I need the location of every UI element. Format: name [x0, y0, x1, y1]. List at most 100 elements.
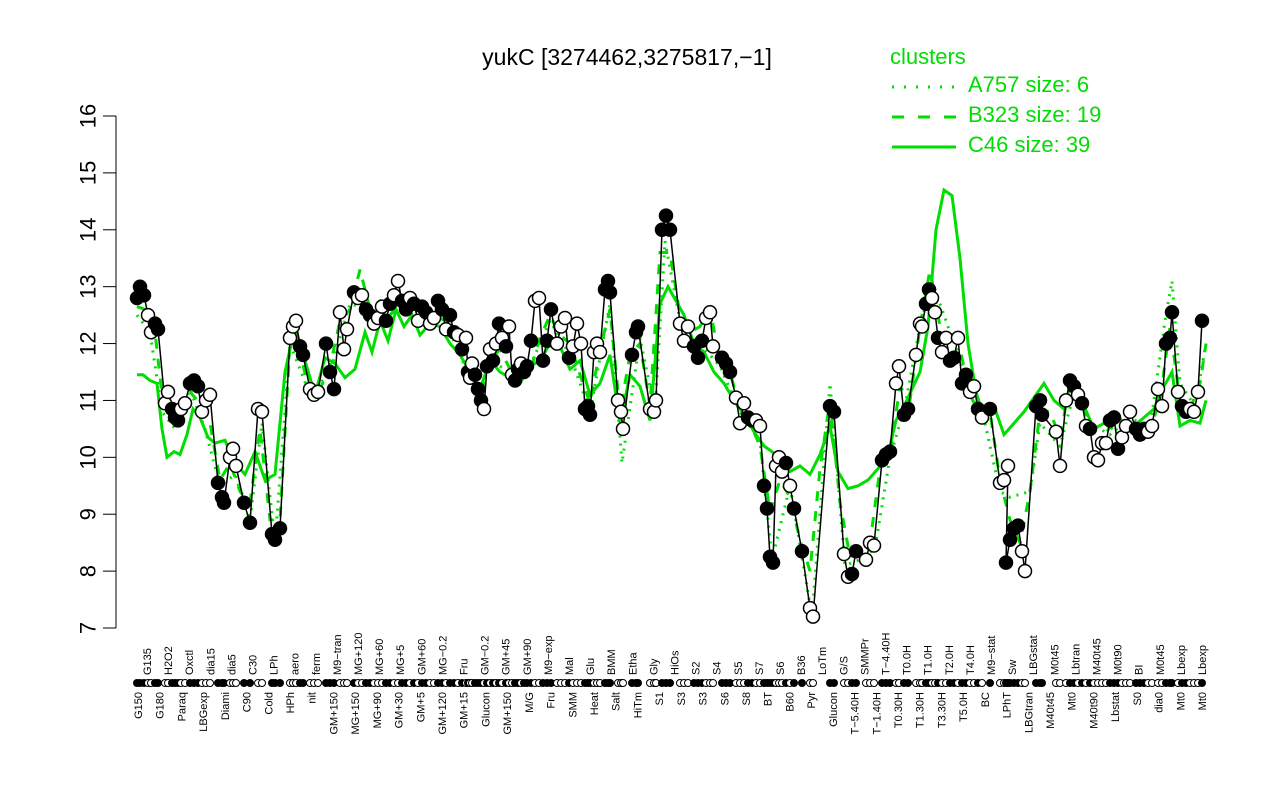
- data-point: [476, 401, 492, 417]
- axis-marker: [986, 679, 994, 687]
- data-point: [844, 566, 860, 582]
- x-tick-label: BMM: [606, 649, 618, 675]
- data-point: [924, 290, 940, 306]
- data-point: [1082, 421, 1098, 437]
- x-tick-label: Fru: [546, 692, 558, 709]
- data-point: [1194, 313, 1210, 329]
- x-tick-label: M0t90: [1113, 644, 1125, 675]
- x-tick-label: GM+30: [394, 692, 406, 728]
- solid-line-icon: [892, 145, 956, 149]
- x-tick-label: MG+5: [395, 645, 407, 675]
- x-tick-label: Fru: [459, 659, 471, 676]
- data-point: [938, 330, 954, 346]
- x-tick-label: Mt0: [1067, 692, 1079, 710]
- legend: clusters A757 size: 6 B323 size: 19 C46 …: [890, 44, 1101, 160]
- data-point: [288, 313, 304, 329]
- x-tick-label: HiTm: [632, 692, 644, 718]
- x-tick-label: Paraq: [176, 692, 188, 721]
- x-tick-label: GM+15: [459, 692, 471, 728]
- data-point: [1017, 563, 1033, 579]
- x-axis-labels: G135 H2O2 Oxctl dia15 dia5 C30 LPh aero ferm M9−t…: [133, 632, 1209, 735]
- data-point: [519, 359, 535, 374]
- x-tick-label: GM+150: [328, 692, 340, 735]
- data-point: [888, 376, 904, 391]
- legend-entry-c46: C46 size: 39: [890, 130, 1090, 160]
- x-tick-label: M9−tran: [332, 634, 344, 675]
- y-tick-label: 10: [76, 445, 101, 469]
- data-point: [1144, 418, 1160, 434]
- legend-entry-b323: B323 size: 19: [890, 100, 1101, 130]
- x-tick-label: Etha: [627, 651, 639, 675]
- x-tick-label: dia15: [205, 648, 217, 675]
- data-point: [786, 501, 802, 516]
- data-point: [295, 347, 311, 363]
- data-point: [390, 273, 406, 289]
- x-tick-label: T1.30H: [915, 692, 927, 728]
- data-point: [467, 367, 483, 383]
- data-point: [891, 359, 907, 374]
- data-point: [765, 555, 781, 570]
- x-tick-label: S4: [712, 662, 724, 675]
- data-point: [1074, 396, 1090, 411]
- data-point: [523, 333, 539, 348]
- data-points: [129, 208, 1210, 624]
- data-point: [498, 339, 514, 354]
- x-tick-label: S0: [1132, 692, 1144, 705]
- x-tick-label: GM+90: [522, 639, 534, 675]
- x-tick-label: Mt0: [1197, 692, 1209, 710]
- x-tick-label: H2O2: [163, 646, 175, 675]
- data-point: [272, 521, 288, 536]
- data-point: [658, 208, 674, 223]
- y-tick-label: 7: [76, 622, 101, 634]
- data-point: [982, 401, 998, 417]
- data-point: [1048, 424, 1064, 439]
- data-point: [1058, 393, 1074, 408]
- data-point: [254, 404, 270, 420]
- y-tick-label: 14: [76, 218, 101, 242]
- data-point: [782, 478, 798, 494]
- data-point: [310, 384, 326, 400]
- x-tick-label: T3.30H: [936, 692, 948, 728]
- data-point: [339, 322, 355, 337]
- data-point: [322, 364, 338, 380]
- axis-marker: [314, 679, 322, 687]
- x-tick-label: T−5.40H: [850, 692, 862, 735]
- data-point: [756, 478, 772, 494]
- data-point: [1154, 398, 1170, 414]
- data-point: [573, 336, 589, 351]
- data-point: [442, 307, 458, 323]
- x-tick-label: C90: [242, 692, 254, 712]
- x-tick-label: S5: [733, 662, 745, 675]
- x-tick-label: HiOs: [670, 650, 682, 675]
- data-point: [998, 555, 1014, 570]
- axis-marker: [852, 679, 860, 687]
- x-tick-label: B36: [796, 655, 808, 675]
- data-point: [326, 381, 342, 397]
- axis-marker: [809, 679, 817, 687]
- data-point: [1000, 458, 1016, 474]
- data-point: [805, 609, 821, 624]
- x-tick-label: HPh: [285, 692, 297, 713]
- x-tick-label: LPh: [269, 655, 281, 675]
- x-tick-label: M9−exp: [543, 636, 555, 675]
- axis-marker: [232, 679, 240, 687]
- legend-entry-a757: A757 size: 6: [890, 70, 1089, 100]
- data-point: [150, 322, 166, 337]
- x-tick-label: G180: [155, 692, 167, 719]
- data-point: [1162, 330, 1178, 346]
- data-point: [535, 353, 551, 368]
- axis-marker: [666, 679, 674, 687]
- x-tick-label: MG+60: [374, 639, 386, 675]
- data-point: [908, 347, 924, 363]
- axis-marker: [246, 679, 254, 687]
- data-point: [958, 367, 974, 383]
- x-tick-label: G/S: [838, 656, 850, 675]
- x-tick-label: T0.30H: [893, 692, 905, 728]
- data-point: [332, 305, 348, 320]
- x-tick-label: M/G: [524, 692, 536, 713]
- data-point: [592, 344, 608, 360]
- data-point: [582, 407, 598, 422]
- data-point: [694, 333, 710, 348]
- data-point: [966, 378, 982, 394]
- x-tick-label: LBGexp: [198, 692, 210, 732]
